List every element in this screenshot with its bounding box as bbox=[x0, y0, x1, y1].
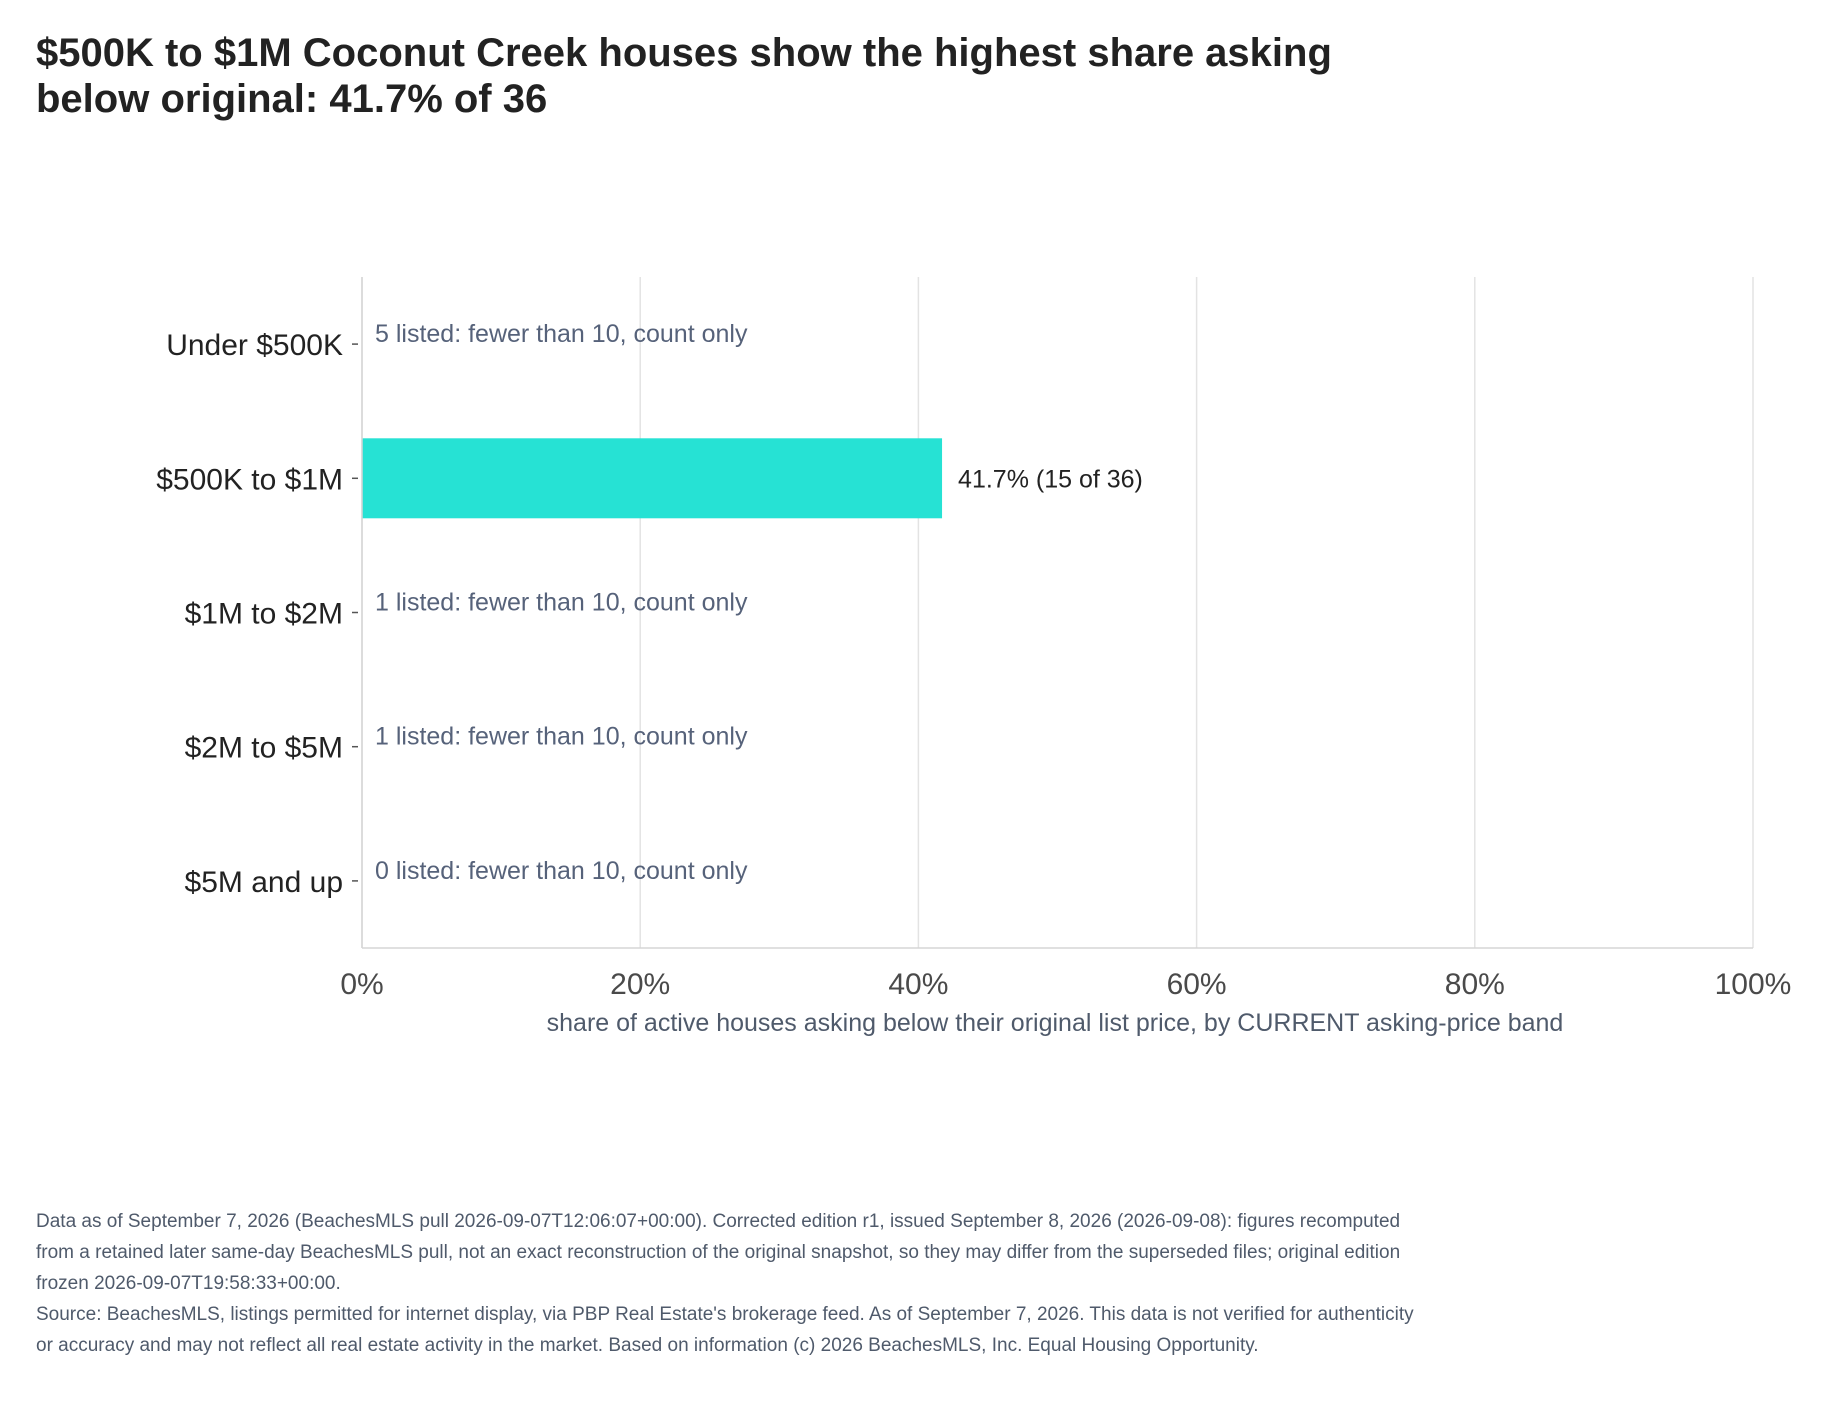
y-tick-label: $500K to $1M bbox=[156, 463, 343, 496]
bars bbox=[362, 438, 943, 519]
count-note-label: 1 listed: fewer than 10, count only bbox=[375, 723, 748, 751]
y-tick-label: $5M and up bbox=[185, 866, 343, 899]
bar bbox=[362, 438, 943, 519]
y-tick-label: $1M to $2M bbox=[185, 598, 343, 631]
chart-footer: Data as of September 7, 2026 (BeachesMLS… bbox=[36, 1206, 1416, 1361]
bar-value-label: 41.7% (15 of 36) bbox=[958, 465, 1143, 493]
y-tick-label: Under $500K bbox=[166, 329, 343, 362]
count-note-label: 1 listed: fewer than 10, count only bbox=[375, 589, 748, 617]
labels: 0% 20% 40% 60% 80% 100% Under $500K 5 listed: f… bbox=[156, 320, 1791, 1001]
bar-chart: 0% 20% 40% 60% 80% 100% Under $500K 5 listed: f… bbox=[156, 277, 1791, 1037]
x-tick-label: 80% bbox=[1445, 968, 1505, 1001]
source-note: Source: BeachesMLS, listings permitted f… bbox=[36, 1304, 1414, 1356]
x-axis-title: share of active houses asking below thei… bbox=[547, 1009, 1564, 1037]
x-tick-label: 40% bbox=[888, 968, 948, 1001]
data-note: Data as of September 7, 2026 (BeachesMLS… bbox=[36, 1211, 1401, 1294]
x-tick-label: 0% bbox=[340, 968, 383, 1001]
y-tick-label: $2M to $5M bbox=[185, 732, 343, 765]
chart-title: $500K to $1M Coconut Creek houses show t… bbox=[36, 31, 1332, 121]
axes bbox=[352, 277, 1753, 949]
x-tick-label: 60% bbox=[1167, 968, 1227, 1001]
x-tick-label: 100% bbox=[1715, 968, 1792, 1001]
count-note-label: 0 listed: fewer than 10, count only bbox=[375, 857, 748, 885]
count-note-label: 5 listed: fewer than 10, count only bbox=[375, 320, 748, 348]
x-tick-label: 20% bbox=[610, 968, 670, 1001]
